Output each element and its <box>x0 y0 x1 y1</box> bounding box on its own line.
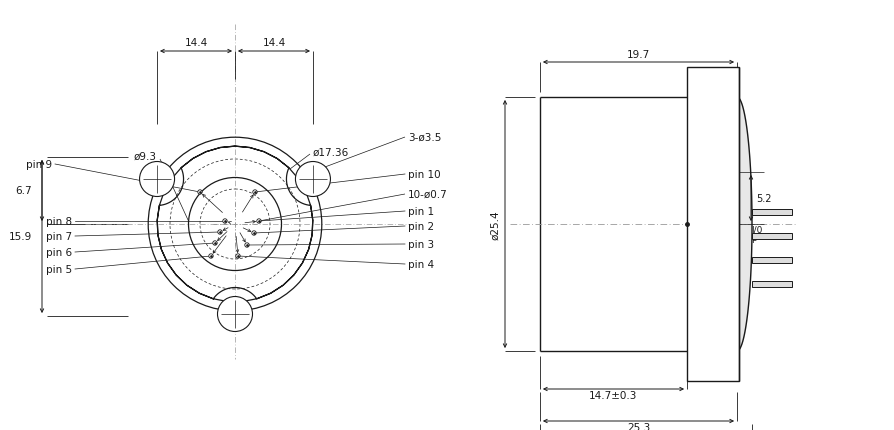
Circle shape <box>139 162 174 197</box>
Text: ø25.4: ø25.4 <box>490 210 500 239</box>
Circle shape <box>217 297 252 332</box>
Circle shape <box>198 190 202 195</box>
Text: 10-ø0.7: 10-ø0.7 <box>408 190 448 200</box>
Text: 15.9: 15.9 <box>9 232 32 242</box>
Text: I/0: I/0 <box>751 225 763 234</box>
Circle shape <box>223 219 227 224</box>
Bar <box>752 233 792 240</box>
Polygon shape <box>157 147 313 302</box>
Text: pin 3: pin 3 <box>408 240 434 249</box>
Text: pin 2: pin 2 <box>408 221 434 231</box>
Circle shape <box>213 241 217 246</box>
Text: pin 5: pin 5 <box>46 264 72 274</box>
Text: pin 1: pin 1 <box>408 206 434 216</box>
Text: 14.4: 14.4 <box>262 38 285 48</box>
Text: 6.7: 6.7 <box>15 186 32 196</box>
Text: 14.7±0.3: 14.7±0.3 <box>589 390 637 400</box>
Text: 14.4: 14.4 <box>184 38 207 48</box>
Text: P: P <box>751 236 756 245</box>
Text: pin 10: pin 10 <box>408 169 441 180</box>
Text: 25.3: 25.3 <box>627 422 650 430</box>
Bar <box>752 258 792 264</box>
Text: pin 4: pin 4 <box>408 259 434 269</box>
Bar <box>752 209 792 215</box>
Circle shape <box>209 254 213 258</box>
Polygon shape <box>737 98 752 351</box>
Circle shape <box>252 231 257 236</box>
Text: pin 9: pin 9 <box>26 160 52 169</box>
Text: ø17.36: ø17.36 <box>313 147 350 158</box>
Bar <box>752 281 792 287</box>
Text: pin 7: pin 7 <box>46 231 72 241</box>
Circle shape <box>253 190 257 195</box>
Circle shape <box>295 162 331 197</box>
Text: pin 8: pin 8 <box>46 216 72 227</box>
Bar <box>687 68 739 381</box>
Text: pin 6: pin 6 <box>46 247 72 258</box>
Text: 5.2: 5.2 <box>756 194 772 203</box>
Text: 19.7: 19.7 <box>627 50 650 60</box>
Text: 3-ø3.5: 3-ø3.5 <box>408 133 442 143</box>
Circle shape <box>236 254 240 258</box>
Circle shape <box>257 219 261 224</box>
Text: ø9.3: ø9.3 <box>134 152 157 162</box>
Circle shape <box>245 243 249 248</box>
Circle shape <box>218 230 223 235</box>
